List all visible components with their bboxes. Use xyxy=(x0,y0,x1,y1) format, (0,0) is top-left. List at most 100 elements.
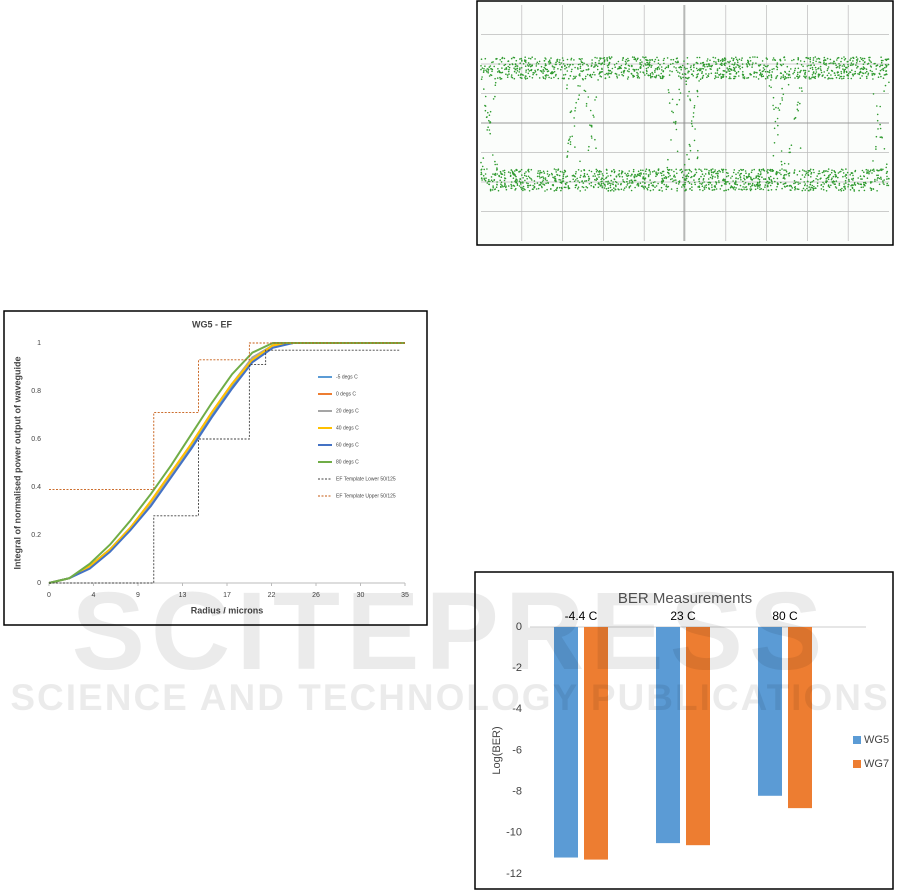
eye-dot xyxy=(577,85,579,87)
eye-dot xyxy=(676,103,678,106)
eye-dot xyxy=(510,185,513,187)
eye-dot xyxy=(875,64,878,67)
eye-dot xyxy=(865,68,868,70)
eye-dot xyxy=(693,139,696,142)
eye-dot xyxy=(647,175,650,178)
eye-dot xyxy=(539,170,541,172)
eye-dot xyxy=(779,59,781,61)
eye-dot xyxy=(608,56,611,58)
eye-dot xyxy=(853,182,856,184)
eye-dot xyxy=(514,189,516,191)
eye-dot xyxy=(577,188,579,190)
eye-dot xyxy=(806,180,809,183)
eye-dot xyxy=(751,184,753,187)
eye-dot xyxy=(594,138,596,141)
eye-dot xyxy=(837,74,839,76)
eye-dot xyxy=(569,111,572,114)
eye-dot xyxy=(755,76,758,78)
eye-dot xyxy=(885,66,888,68)
eye-dot xyxy=(566,155,569,157)
y-tick-label: -10 xyxy=(506,827,522,839)
eye-dot xyxy=(810,173,812,175)
eye-dot xyxy=(663,57,665,60)
eye-dot xyxy=(706,168,708,171)
eye-dot xyxy=(710,169,712,172)
eye-dot xyxy=(631,56,634,58)
eye-dot xyxy=(845,177,848,179)
eye-dot xyxy=(754,56,756,58)
eye-dot xyxy=(522,189,524,192)
eye-dot xyxy=(689,145,691,147)
eye-dot xyxy=(501,71,504,74)
eye-dot xyxy=(583,172,586,175)
eye-dot xyxy=(562,173,565,176)
eye-dot xyxy=(833,180,836,183)
eye-dot xyxy=(483,168,486,171)
eye-dot xyxy=(854,184,857,186)
eye-dot xyxy=(786,73,788,75)
eye-dot xyxy=(745,172,747,174)
eye-dot xyxy=(870,182,872,184)
eye-dot xyxy=(633,56,636,59)
eye-dot xyxy=(850,77,853,80)
eye-dot xyxy=(591,137,593,139)
category-label: 80 C xyxy=(772,609,798,623)
eye-dot xyxy=(725,71,728,73)
eye-dot xyxy=(783,162,786,165)
eye-dot xyxy=(727,70,729,72)
eye-dot xyxy=(507,171,510,173)
eye-dot xyxy=(643,57,646,59)
eye-dot xyxy=(591,62,593,64)
eye-dot xyxy=(606,58,608,60)
eye-dot xyxy=(622,57,624,60)
eye-dot xyxy=(644,177,647,179)
eye-dot xyxy=(845,182,847,184)
eye-dot xyxy=(777,124,779,127)
eye-dot xyxy=(735,66,737,68)
eye-dot xyxy=(722,169,724,172)
y-tick-label: 0 xyxy=(37,580,41,587)
eye-dot xyxy=(741,169,743,171)
eye-dot xyxy=(606,65,609,67)
eye-dot xyxy=(672,62,674,65)
eye-dot xyxy=(488,129,491,131)
eye-dot xyxy=(847,63,849,66)
eye-dot xyxy=(877,174,879,177)
eye-dot xyxy=(539,177,541,179)
eye-dot xyxy=(855,62,858,64)
eye-dot xyxy=(690,171,693,173)
eye-dot xyxy=(629,185,632,187)
eye-dot xyxy=(583,174,586,177)
eye-dot xyxy=(669,63,672,65)
eye-dot xyxy=(883,148,886,150)
eye-dot xyxy=(554,179,556,182)
eye-dot xyxy=(702,61,705,64)
eye-dot xyxy=(728,76,731,78)
eye-dot xyxy=(747,183,750,186)
eye-dot xyxy=(665,66,668,69)
eye-dot xyxy=(564,73,567,76)
eye-dot xyxy=(800,63,803,66)
eye-dot xyxy=(812,59,815,61)
eye-dot xyxy=(672,111,674,114)
eye-dot xyxy=(810,171,813,174)
x-tick-label: 4 xyxy=(92,592,96,599)
eye-dot xyxy=(753,168,755,171)
eye-dot xyxy=(564,68,566,70)
eye-dot xyxy=(556,58,559,61)
eye-dot xyxy=(685,177,688,180)
eye-dot xyxy=(667,65,670,68)
eye-dot xyxy=(879,127,882,130)
eye-dot xyxy=(504,183,506,186)
eye-dot xyxy=(503,171,506,174)
eye-dot xyxy=(484,57,487,60)
eye-dot xyxy=(627,76,630,78)
eye-dot xyxy=(757,78,760,80)
eye-dot xyxy=(568,138,571,140)
eye-dot xyxy=(812,62,814,64)
eye-dot xyxy=(626,178,628,180)
eye-dot xyxy=(614,66,616,68)
legend-label: -5 degs C xyxy=(336,374,358,380)
eye-dot xyxy=(851,187,854,189)
eye-dot xyxy=(835,66,838,69)
